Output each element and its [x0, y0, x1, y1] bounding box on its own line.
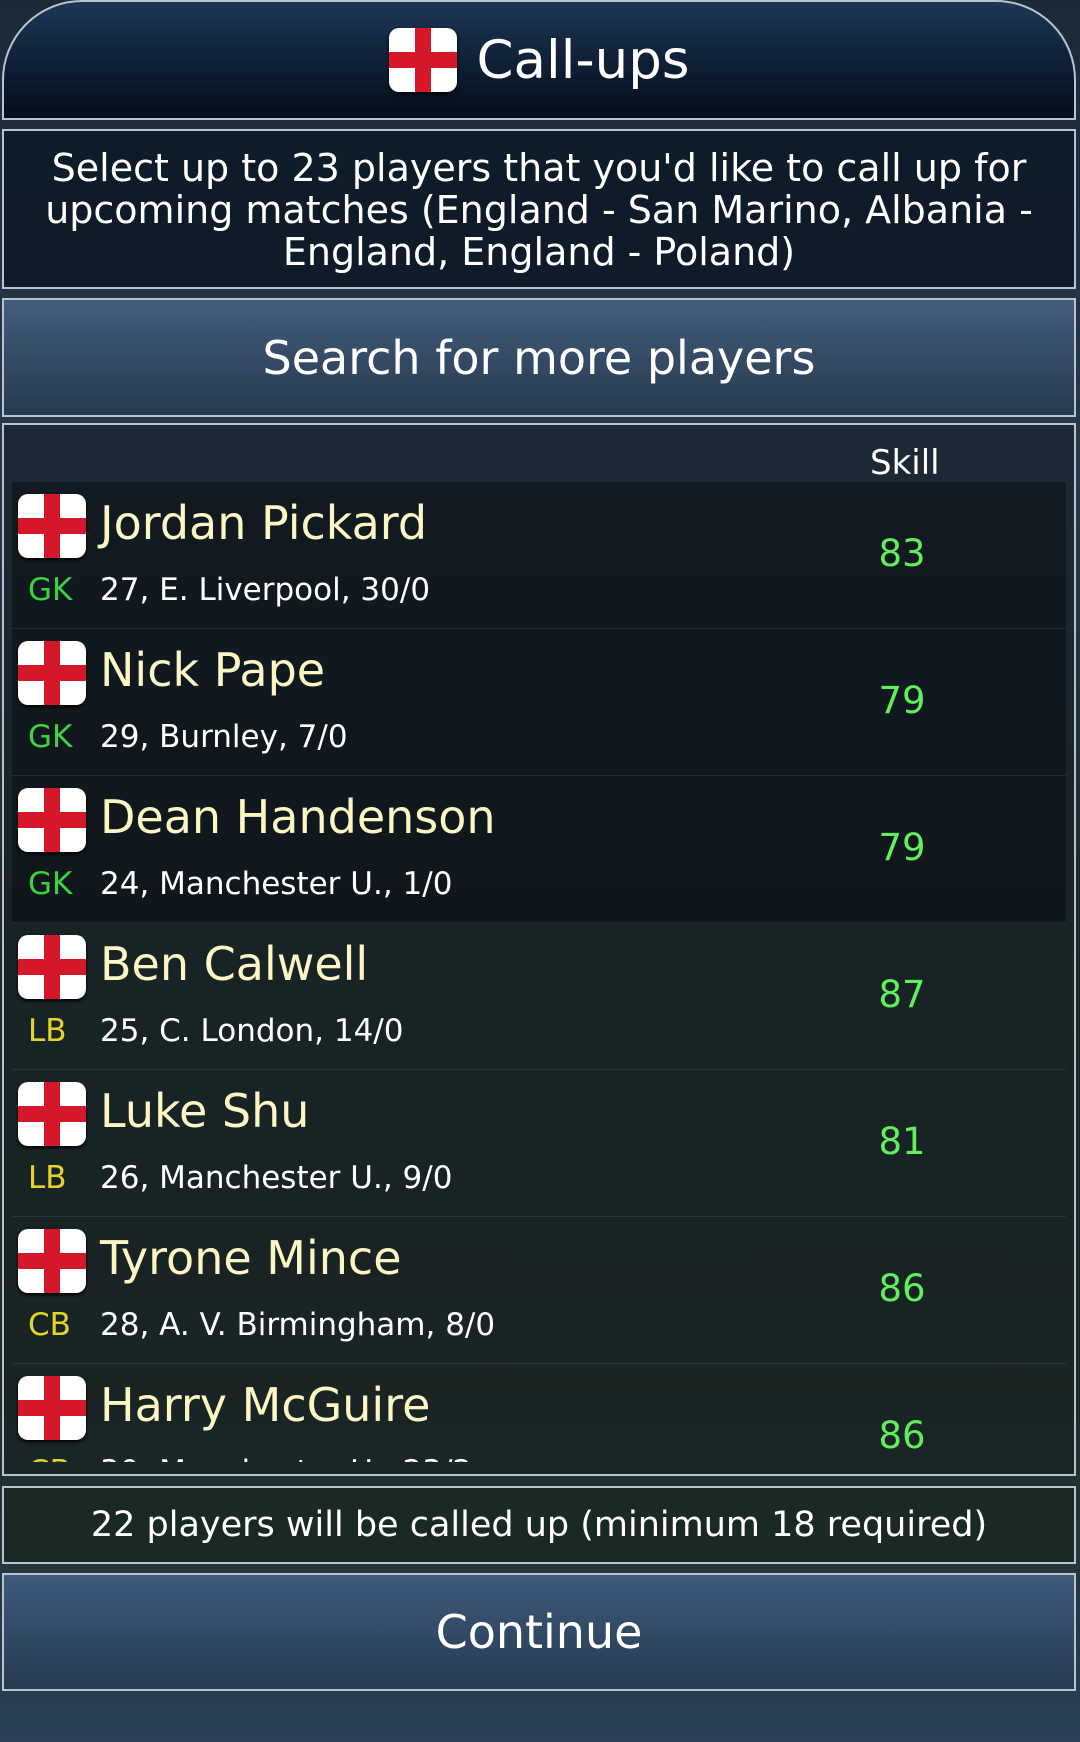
- player-skill: 87: [878, 973, 926, 1016]
- player-name: Harry McGuire: [100, 1378, 431, 1432]
- player-details: 27, E. Liverpool, 30/0: [100, 572, 431, 608]
- player-position: LB: [28, 1160, 67, 1196]
- player-skill: 86: [878, 1414, 926, 1457]
- flag-icon: [18, 1376, 86, 1440]
- title: Call-ups: [476, 29, 690, 91]
- intro: Select up to 23 players that you'd like …: [2, 129, 1076, 289]
- player-name: Ben Calwell: [100, 937, 369, 991]
- player-position: CB: [28, 1454, 71, 1462]
- flag-icon: [18, 1082, 86, 1146]
- search-button[interactable]: Search for more players: [2, 298, 1076, 417]
- player-row[interactable]: Tyrone Mince CB 28, A. V. Birmingham, 8/0 8…: [12, 1217, 1066, 1364]
- player-row[interactable]: Jordan Pickard GK 27, E. Liverpool, 30/0 83: [12, 482, 1066, 629]
- player-row[interactable]: Ben Calwell LB 25, C. London, 14/0 87: [12, 923, 1066, 1070]
- player-details: 25, C. London, 14/0: [100, 1013, 404, 1049]
- flag-icon: [18, 1229, 86, 1293]
- rows: Jordan Pickard GK 27, E. Liverpool, 30/0 83…: [12, 482, 1066, 1462]
- player-name: Tyrone Mince: [100, 1231, 402, 1285]
- player-details: 28, A. V. Birmingham, 8/0: [100, 1307, 496, 1343]
- player-position: GK: [28, 572, 73, 608]
- flag-icon: [388, 28, 457, 92]
- player-details: 24, Manchester U., 1/0: [100, 866, 453, 902]
- skill-header: Skill: [870, 443, 940, 483]
- player-details: 30, Manchester U., 23/2: [100, 1454, 472, 1462]
- player-skill: 86: [878, 1267, 926, 1310]
- player-row[interactable]: Nick Pape GK 29, Burnley, 7/0 79: [12, 629, 1066, 776]
- player-list: Skill Jordan Pickard GK 27, E. Liverpool, …: [2, 423, 1076, 1476]
- header: Call-ups: [2, 0, 1076, 120]
- player-skill: 79: [878, 826, 926, 869]
- player-name: Luke Shu: [100, 1084, 310, 1138]
- flag-icon: [18, 788, 86, 852]
- player-row[interactable]: Dean Handenson GK 24, Manchester U., 1/0 79: [12, 776, 1066, 923]
- player-name: Dean Handenson: [100, 790, 496, 844]
- flag-icon: [18, 494, 86, 558]
- player-position: GK: [28, 719, 73, 755]
- player-skill: 81: [878, 1120, 926, 1163]
- player-skill: 83: [878, 532, 926, 575]
- player-position: CB: [28, 1307, 71, 1343]
- player-position: GK: [28, 866, 73, 902]
- flag-icon: [18, 641, 86, 705]
- player-skill: 79: [878, 679, 926, 722]
- player-name: Jordan Pickard: [100, 496, 428, 550]
- status: 22 players will be called up (minimum 18…: [2, 1486, 1076, 1564]
- player-name: Nick Pape: [100, 643, 326, 697]
- player-position: LB: [28, 1013, 67, 1049]
- player-row[interactable]: Luke Shu LB 26, Manchester U., 9/0 81: [12, 1070, 1066, 1217]
- continue-button[interactable]: Continue: [2, 1573, 1076, 1691]
- flag-icon: [18, 935, 86, 999]
- player-details: 29, Burnley, 7/0: [100, 719, 348, 755]
- player-details: 26, Manchester U., 9/0: [100, 1160, 453, 1196]
- player-row[interactable]: Harry McGuire CB 30, Manchester U., 23/2 86: [12, 1364, 1066, 1462]
